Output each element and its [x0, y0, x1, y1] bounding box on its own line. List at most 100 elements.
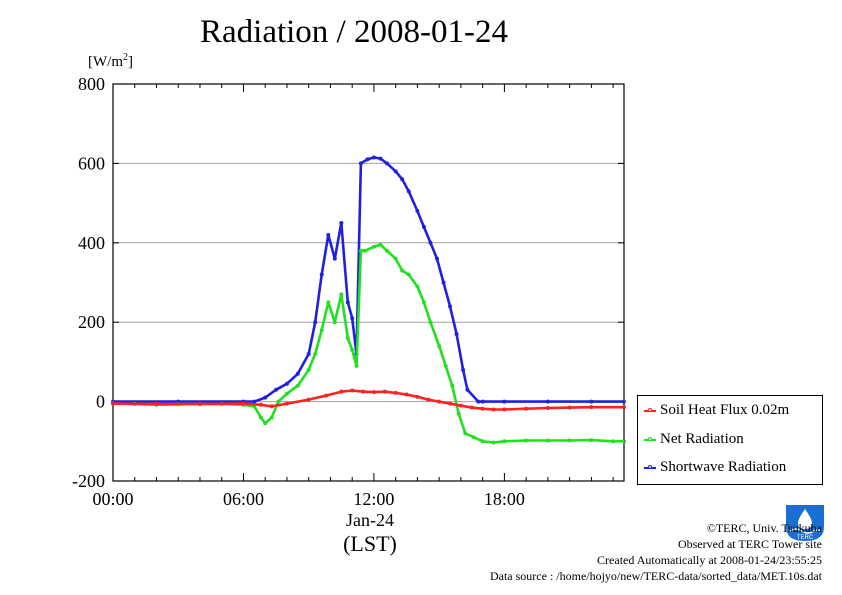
- series-point-1: [491, 440, 496, 445]
- series-point-1: [371, 244, 376, 249]
- series-point-0: [241, 401, 246, 406]
- chart-title: Radiation / 2008-01-24: [200, 14, 508, 50]
- series-point-1: [313, 351, 318, 356]
- series-point-2: [384, 161, 389, 166]
- series-point-2: [476, 399, 481, 404]
- unit-text: [W/m: [88, 54, 123, 70]
- credits: ©TERC, Univ. Tsukuba Observed at TERC To…: [490, 520, 822, 584]
- series-point-2: [421, 224, 426, 229]
- series-point-1: [611, 439, 616, 444]
- series-point-1: [502, 439, 507, 444]
- series-point-1: [456, 411, 461, 416]
- date-label: Jan-24: [346, 510, 394, 530]
- series-point-0: [480, 406, 485, 411]
- series-point-1: [393, 256, 398, 261]
- series-point-0: [491, 407, 496, 412]
- series-point-2: [480, 399, 485, 404]
- series-point-1: [437, 344, 442, 349]
- series-point-0: [458, 403, 463, 408]
- series-point-1: [406, 272, 411, 277]
- series-line-2: [113, 156, 624, 403]
- credit-created: Created Automatically at 2008-01-24/23:5…: [597, 553, 822, 567]
- series-point-0: [339, 389, 344, 394]
- series-point-2: [111, 399, 116, 404]
- series-point-2: [441, 280, 446, 285]
- series-point-0: [502, 407, 507, 412]
- x-tick-label: 00:00: [92, 489, 133, 509]
- series-point-2: [400, 177, 405, 182]
- plot-frame: [112, 83, 625, 482]
- legend-label: Net Radiation: [660, 431, 744, 447]
- series-point-1: [450, 383, 455, 388]
- series-point-0: [197, 401, 202, 406]
- series-point-0: [306, 397, 311, 402]
- series-point-1: [589, 438, 594, 443]
- y-tick-label: 600: [78, 153, 105, 173]
- terc-logo: TERC: [784, 503, 826, 543]
- series-point-0: [258, 402, 263, 407]
- series-point-2: [313, 320, 318, 325]
- series-point-1: [269, 415, 274, 420]
- series-point-2: [622, 399, 627, 404]
- series-point-0: [284, 401, 289, 406]
- series-point-2: [326, 232, 331, 237]
- y-axis-unit-label: [W/m2]: [88, 52, 133, 71]
- series-point-1: [345, 336, 350, 341]
- series-point-1: [284, 391, 289, 396]
- series-point-2: [274, 387, 279, 392]
- legend-swatch-shortwave: [644, 464, 656, 469]
- series-point-2: [448, 304, 453, 309]
- y-tick-label: 200: [78, 312, 105, 332]
- series-point-1: [384, 248, 389, 253]
- series-point-2: [454, 332, 459, 337]
- series-point-1: [545, 438, 550, 443]
- series-point-0: [567, 405, 572, 410]
- series-point-2: [358, 161, 363, 166]
- series-point-1: [415, 284, 420, 289]
- series-point-2: [332, 256, 337, 261]
- legend-label: Shortwave Radiation: [660, 459, 787, 475]
- series-point-1: [350, 347, 355, 352]
- series-point-0: [437, 399, 442, 404]
- series-point-2: [428, 240, 433, 245]
- series-point-1: [463, 431, 468, 436]
- series-point-2: [465, 387, 470, 392]
- series-point-1: [421, 300, 426, 305]
- series-point-2: [350, 316, 355, 321]
- credit-source: Data source : /home/hojyo/new/TERC-data/…: [489, 569, 822, 583]
- y-tick-label: 0: [96, 392, 105, 412]
- series-point-1: [363, 248, 368, 253]
- series-point-0: [622, 405, 627, 410]
- series-point-2: [263, 395, 268, 400]
- series-point-0: [361, 389, 366, 394]
- series-point-0: [589, 405, 594, 410]
- series-point-2: [589, 399, 594, 404]
- x-tick-label: 12:00: [353, 489, 394, 509]
- series-point-1: [471, 435, 476, 440]
- unit-close: ]: [128, 54, 133, 70]
- series-point-1: [524, 438, 529, 443]
- legend-label: Soil Heat Flux 0.02m: [660, 402, 790, 418]
- series-point-0: [426, 397, 431, 402]
- y-tick-label: -200: [72, 471, 105, 491]
- series-point-1: [358, 248, 363, 253]
- series-point-1: [319, 328, 324, 333]
- series-point-0: [524, 406, 529, 411]
- series-point-1: [443, 363, 448, 368]
- series-point-1: [378, 242, 383, 247]
- series-point-0: [350, 388, 355, 393]
- series-point-0: [111, 401, 116, 406]
- series-point-1: [258, 415, 263, 420]
- legend-item-net-radiation: Net Radiation: [644, 431, 744, 448]
- series-point-0: [545, 405, 550, 410]
- series-point-2: [365, 157, 370, 162]
- series-point-1: [400, 268, 405, 273]
- credit-observed: Observed at TERC Tower site: [677, 537, 822, 551]
- series-point-1: [326, 300, 331, 305]
- x-tick-label: 06:00: [223, 489, 264, 509]
- series-point-0: [324, 393, 329, 398]
- series-point-1: [339, 292, 344, 297]
- series-point-2: [415, 209, 420, 214]
- logo-text: TERC: [797, 535, 814, 541]
- series-point-0: [269, 404, 274, 409]
